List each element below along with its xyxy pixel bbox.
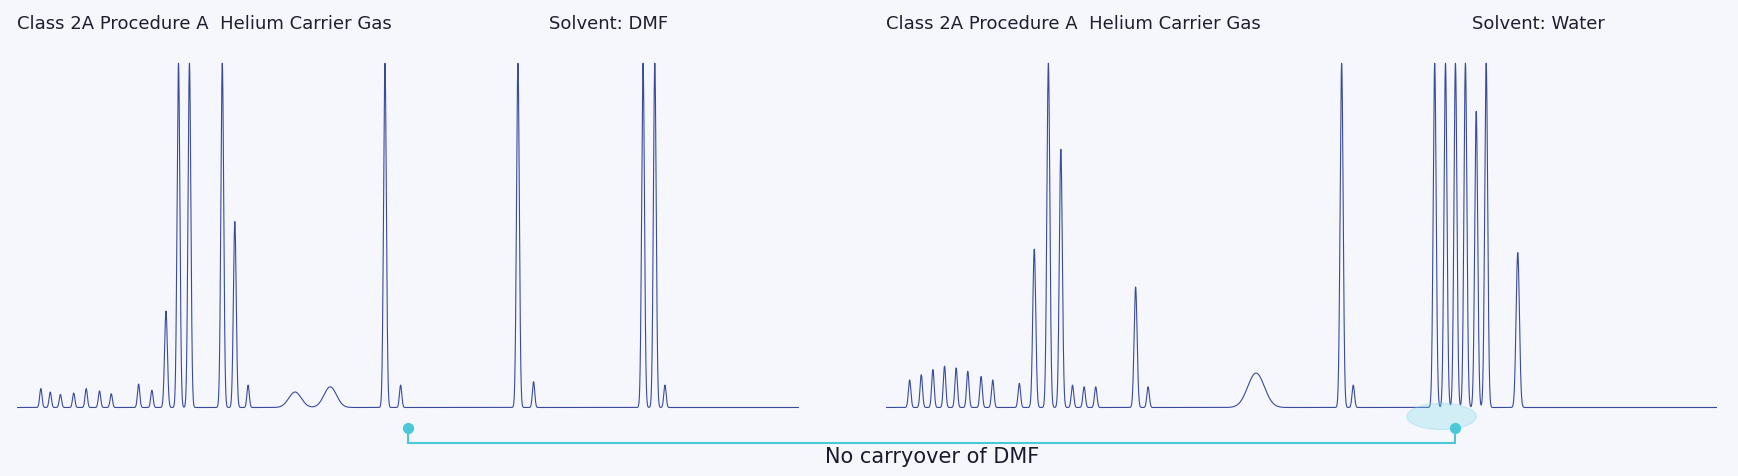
Text: No carryover of DMF: No carryover of DMF <box>826 447 1039 467</box>
Point <box>1441 425 1469 432</box>
Text: Class 2A Procedure A  Helium Carrier Gas: Class 2A Procedure A Helium Carrier Gas <box>17 15 393 33</box>
Text: Solvent: Water: Solvent: Water <box>1472 15 1604 33</box>
Text: Class 2A Procedure A  Helium Carrier Gas: Class 2A Procedure A Helium Carrier Gas <box>886 15 1262 33</box>
Ellipse shape <box>1406 404 1476 429</box>
Text: Solvent: DMF: Solvent: DMF <box>549 15 669 33</box>
Point <box>395 425 422 432</box>
